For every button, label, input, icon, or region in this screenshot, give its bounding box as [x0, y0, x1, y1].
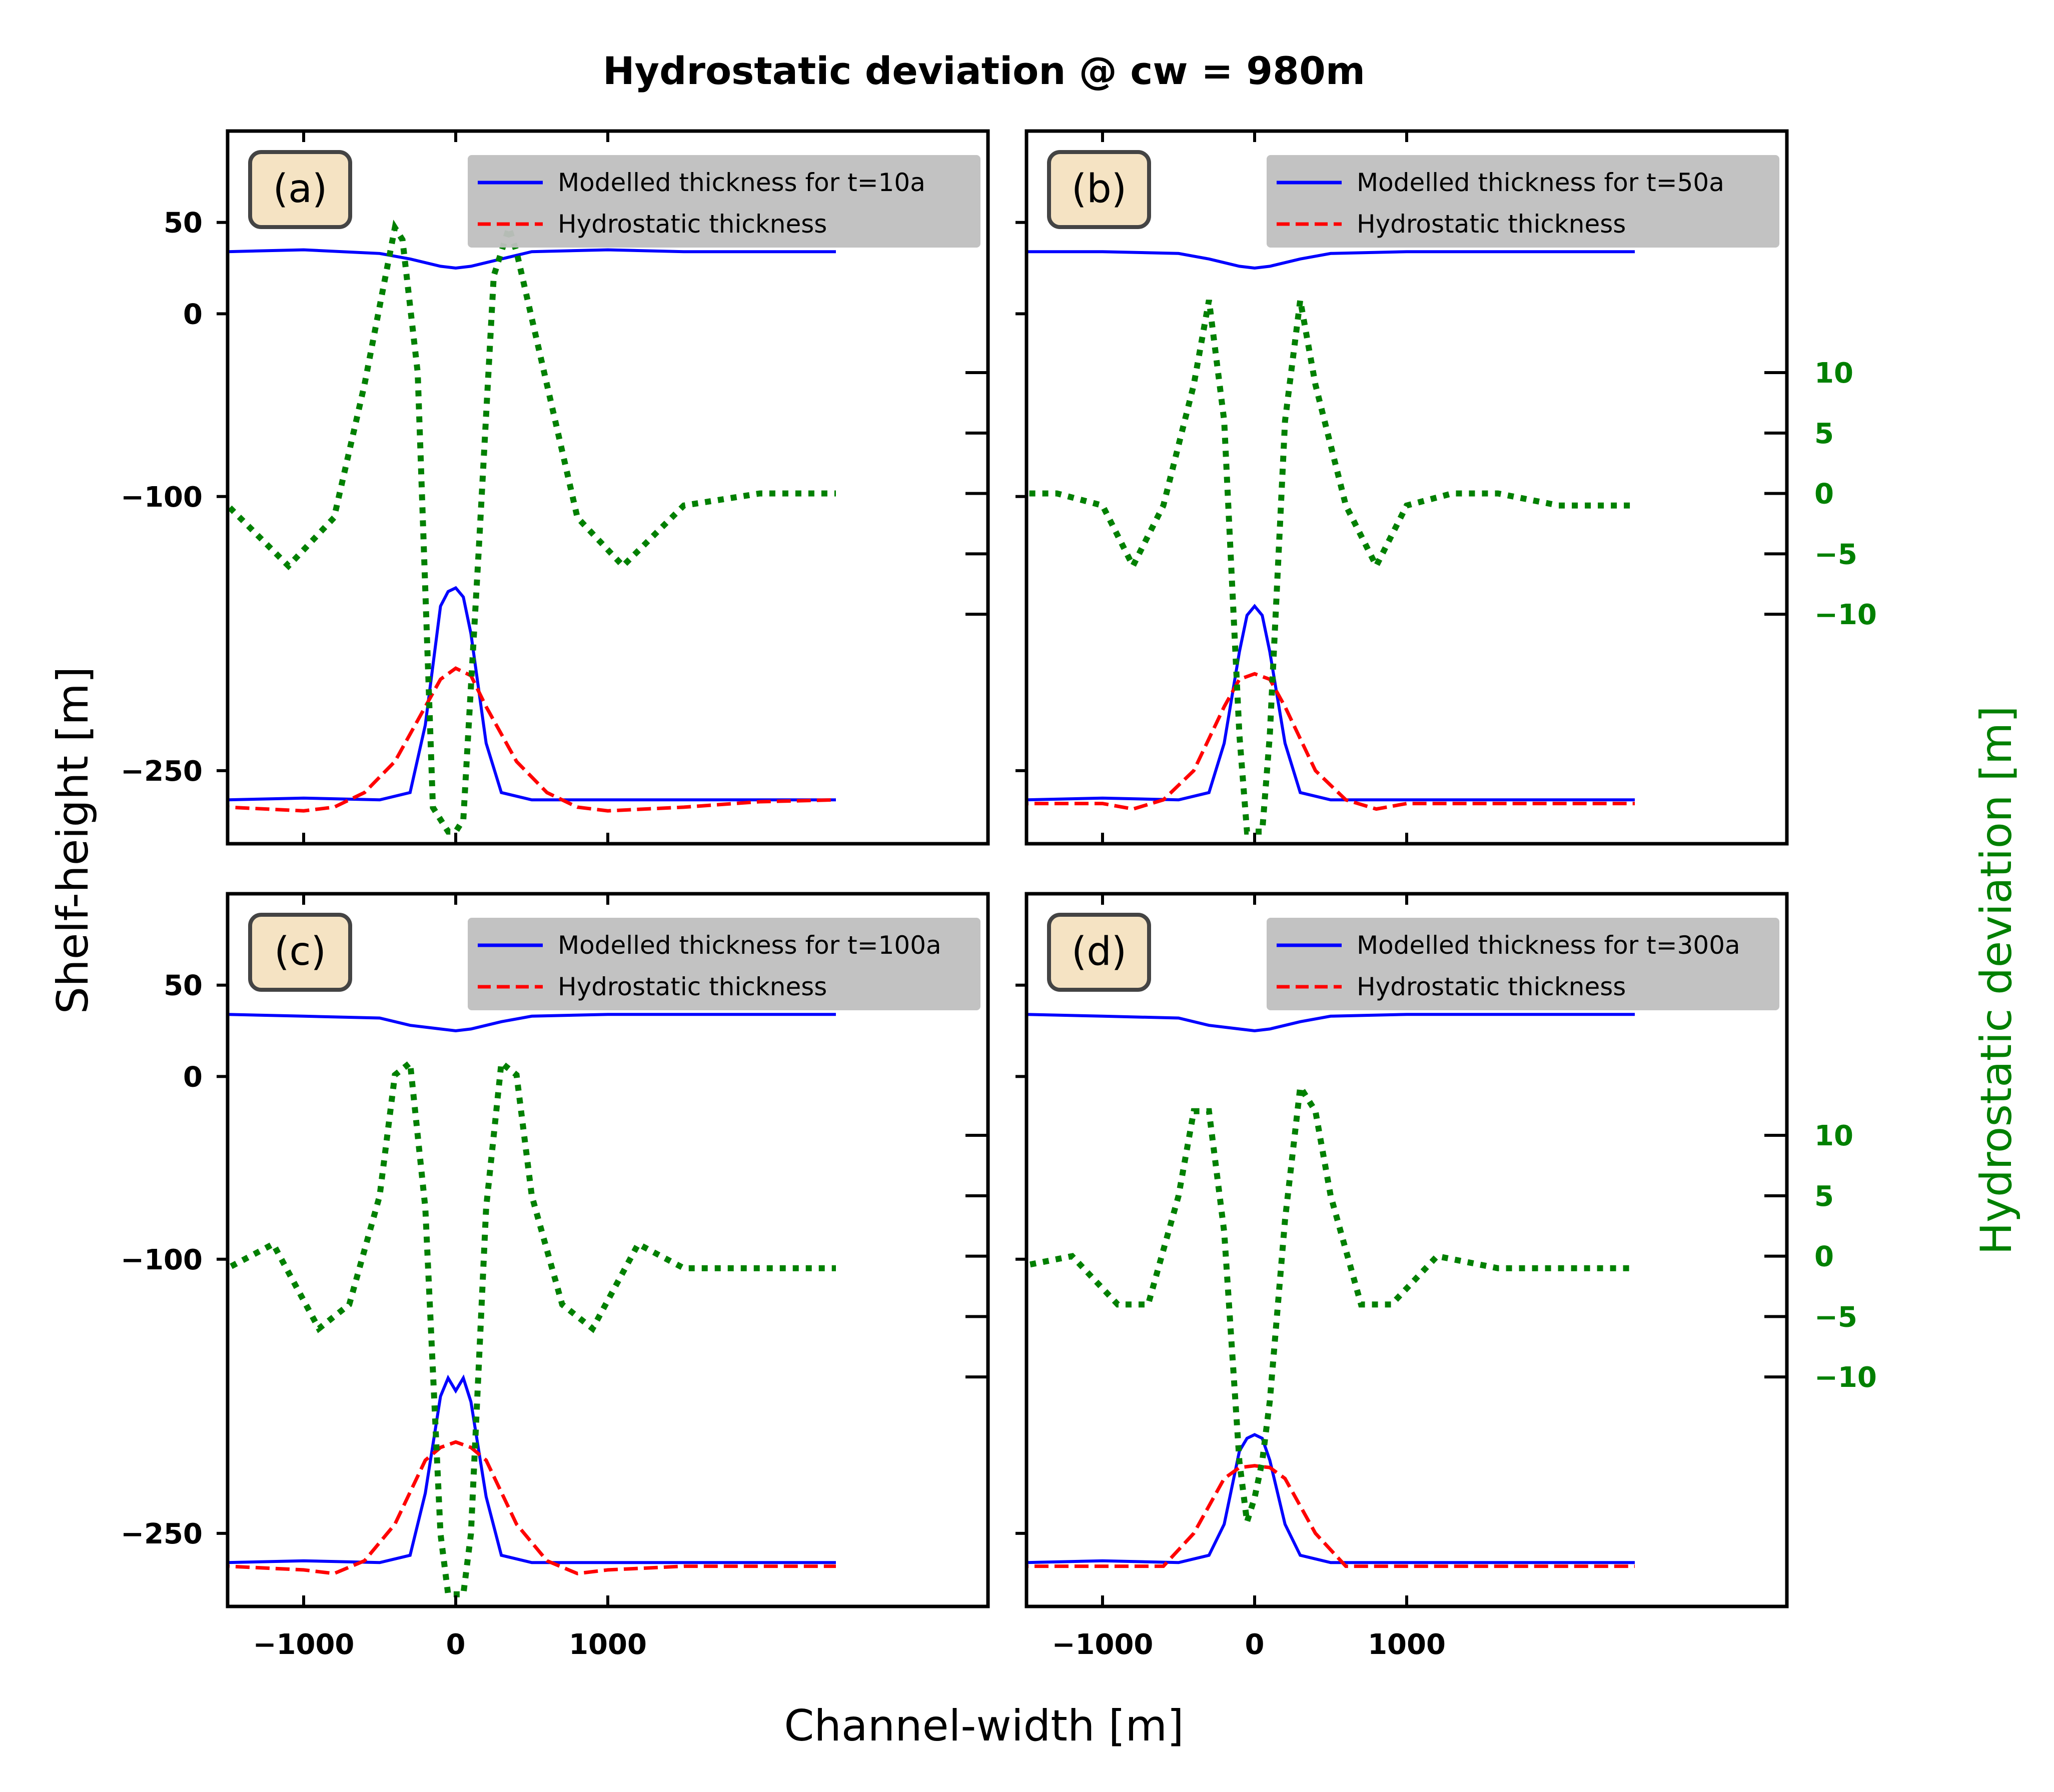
legend-entry-modelled: Modelled thickness for t=10a — [558, 168, 925, 197]
panel-label: (d) — [1072, 929, 1127, 974]
y-tick-label-left: −250 — [121, 755, 203, 788]
y-tick-label-right: 5 — [1814, 1180, 1834, 1213]
hydrostatic-deviation-line — [228, 218, 836, 835]
hydrostatic-thickness-line — [228, 1440, 836, 1575]
y-tick-label-left: −100 — [121, 481, 203, 514]
panels: 500−100−250(a) Modelled thickness for t=1… — [121, 129, 1877, 1661]
panel-3: −1000 0 1000 50 0 −100 −250 (c) Modelled thickne… — [121, 892, 990, 1661]
legend-entry-modelled: Modelled thickness for t=100a — [558, 931, 941, 960]
hydrostatic-thickness-line — [1026, 672, 1635, 811]
y-tick-label-left: 0 — [183, 298, 203, 331]
legend-entry-hydrostatic: Hydrostatic thickness — [1357, 972, 1626, 1001]
y-tick-label-right: −10 — [1814, 599, 1877, 631]
legend-box — [468, 155, 980, 248]
y-tick-label-left: −100 — [121, 1244, 203, 1276]
modelled-thickness-line — [228, 1374, 836, 1564]
legend-entry-modelled: Modelled thickness for t=300a — [1357, 931, 1740, 960]
y-tick-label-right: 0 — [1814, 478, 1834, 511]
plot-area — [1026, 250, 1635, 835]
panel-4: −1000 0 1000 10 5 0 −5 −10 (d) Modelled thickness… — [1015, 892, 1877, 1661]
x-tick-label: 1000 — [569, 1628, 647, 1661]
panel-label-box — [1047, 913, 1151, 992]
plot-area — [1026, 1013, 1635, 1568]
hydrostatic-thickness-line — [1026, 1464, 1635, 1568]
legend-entry-hydrostatic: Hydrostatic thickness — [558, 972, 827, 1001]
y-tick-label-left: 50 — [164, 207, 203, 240]
plot-area — [228, 218, 836, 835]
y-tick-label-right: 10 — [1814, 1120, 1853, 1152]
panel-label-box — [248, 913, 352, 992]
panel-label: (a) — [273, 167, 328, 212]
y-tick-label-right: 10 — [1814, 357, 1853, 390]
x-tick-label: 0 — [446, 1628, 466, 1661]
hydrostatic-deviation-line — [1026, 1078, 1635, 1523]
hydrostatic-deviation-line — [1026, 300, 1635, 835]
modelled-thickness-line — [1026, 604, 1635, 802]
legend-box — [1267, 155, 1779, 248]
y-tick-label-right: −5 — [1814, 538, 1857, 571]
y-tick-label-right: −5 — [1814, 1301, 1857, 1333]
modelled-thickness-line — [1026, 1013, 1635, 1033]
y-tick-label-left: 0 — [183, 1061, 203, 1093]
figure-title: Hydrostatic deviation @ cw = 980m — [603, 49, 1365, 93]
panel-label: (c) — [274, 929, 326, 974]
modelled-thickness-line — [1026, 1433, 1635, 1564]
legend-box — [468, 918, 980, 1010]
modelled-thickness-line — [1026, 250, 1635, 270]
panel-1: 50 0 −100 −250 (a) Modelled thickness for t=1… — [121, 129, 990, 846]
modelled-thickness-line — [228, 248, 836, 270]
legend-box — [1267, 918, 1779, 1010]
panel-label-box — [248, 150, 352, 229]
x-tick-label: 1000 — [1368, 1628, 1446, 1661]
y-tick-label-right: −10 — [1814, 1361, 1877, 1394]
hydrostatic-deviation-line — [228, 1057, 836, 1597]
hydrostatic-thickness-line — [228, 666, 836, 813]
y-tick-label-left: 50 — [164, 970, 203, 1002]
x-tick-label: −1000 — [253, 1628, 355, 1661]
legend-entry-hydrostatic: Hydrostatic thickness — [1357, 210, 1626, 239]
legend-entry-modelled: Modelled thickness for t=50a — [1357, 168, 1724, 197]
x-axis-label: Channel-width [m] — [784, 1701, 1184, 1751]
y-tick-label-right: 0 — [1814, 1241, 1834, 1273]
panel-label: (b) — [1072, 167, 1127, 212]
x-tick-label: 0 — [1245, 1628, 1265, 1661]
y-tick-label-left: −250 — [121, 1518, 203, 1550]
y-tick-label-right: 5 — [1814, 418, 1834, 450]
plot-area — [228, 1013, 836, 1597]
modelled-thickness-line — [228, 1013, 836, 1033]
panel-label-box — [1047, 150, 1151, 229]
y-axis-label-right: Hydrostatic deviation [m] — [1971, 706, 2021, 1255]
x-tick-label: −1000 — [1052, 1628, 1154, 1661]
panel-2: 10 5 0 −5 −10 (b) Modelled thickness for t=50a… — [1015, 129, 1877, 846]
y-axis-label-left: Shelf-height [m] — [48, 667, 98, 1014]
legend-entry-hydrostatic: Hydrostatic thickness — [558, 210, 827, 239]
